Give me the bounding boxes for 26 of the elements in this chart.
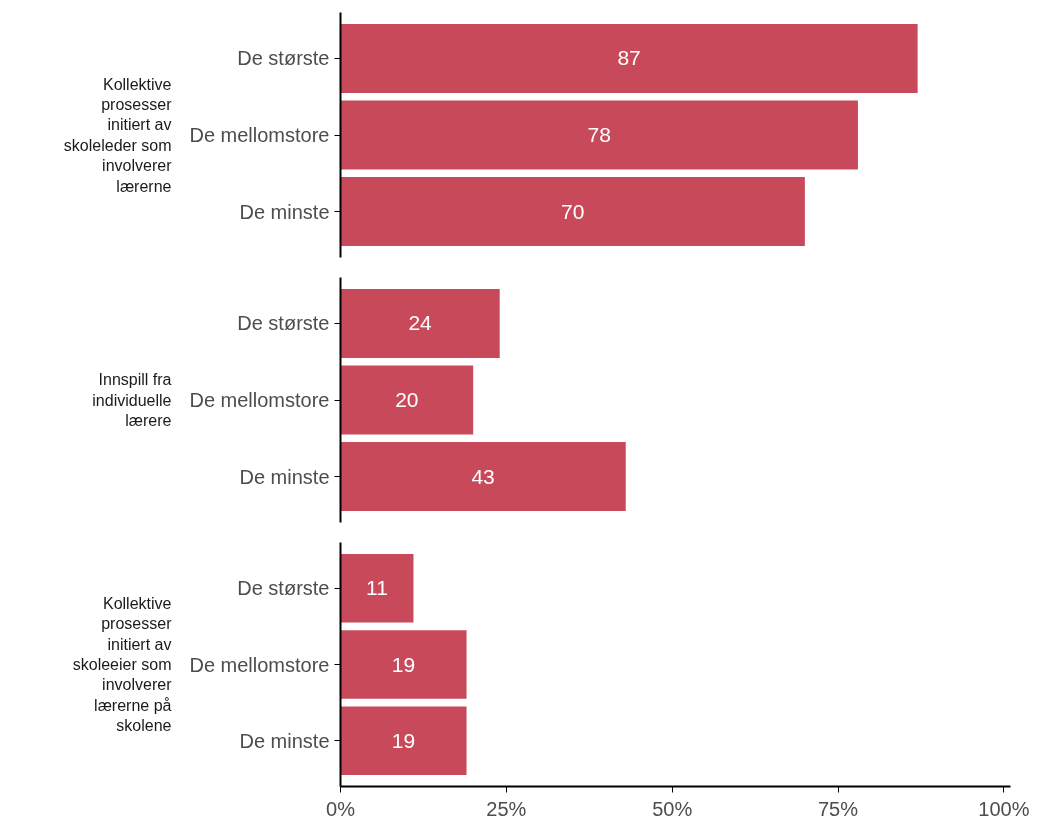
y-tick-label: De minste — [239, 729, 330, 752]
y-tick-label: De største — [237, 577, 330, 600]
data-label: 19 — [391, 728, 416, 752]
y-axis-title: Kollektive prosesser initiert av skoleeier som involverer lærerne på skolene — [72, 594, 173, 735]
data-label: 11 — [366, 576, 388, 600]
data-label: 78 — [587, 123, 611, 146]
y-axis-title: Kollektive prosesser initiert av skoleleder som involverer lærerne — [63, 75, 173, 195]
data-label: 43 — [471, 464, 495, 488]
data-label: 20 — [395, 388, 419, 411]
y-tick-label: De mellomstore — [189, 653, 330, 676]
y-tick-label: De største — [237, 47, 330, 70]
x-tick-label: 50% — [652, 797, 693, 820]
x-tick-label: 0% — [326, 797, 356, 820]
data-label: 19 — [391, 652, 416, 676]
y-tick-label: De minste — [239, 200, 330, 223]
x-tick-label: 25% — [486, 797, 527, 820]
y-axis-title: Innspill fra individuelle lærere — [92, 371, 172, 429]
data-label: 87 — [617, 46, 641, 70]
y-tick-label: De største — [237, 312, 330, 335]
x-tick-label: 100% — [978, 797, 1030, 820]
y-tick-label: De minste — [239, 465, 330, 488]
data-label: 70 — [561, 199, 585, 223]
data-label: 24 — [408, 311, 433, 335]
y-tick-label: De mellomstore — [189, 124, 330, 146]
x-tick-label: 75% — [818, 797, 859, 820]
y-tick-label: De mellomstore — [189, 389, 330, 411]
